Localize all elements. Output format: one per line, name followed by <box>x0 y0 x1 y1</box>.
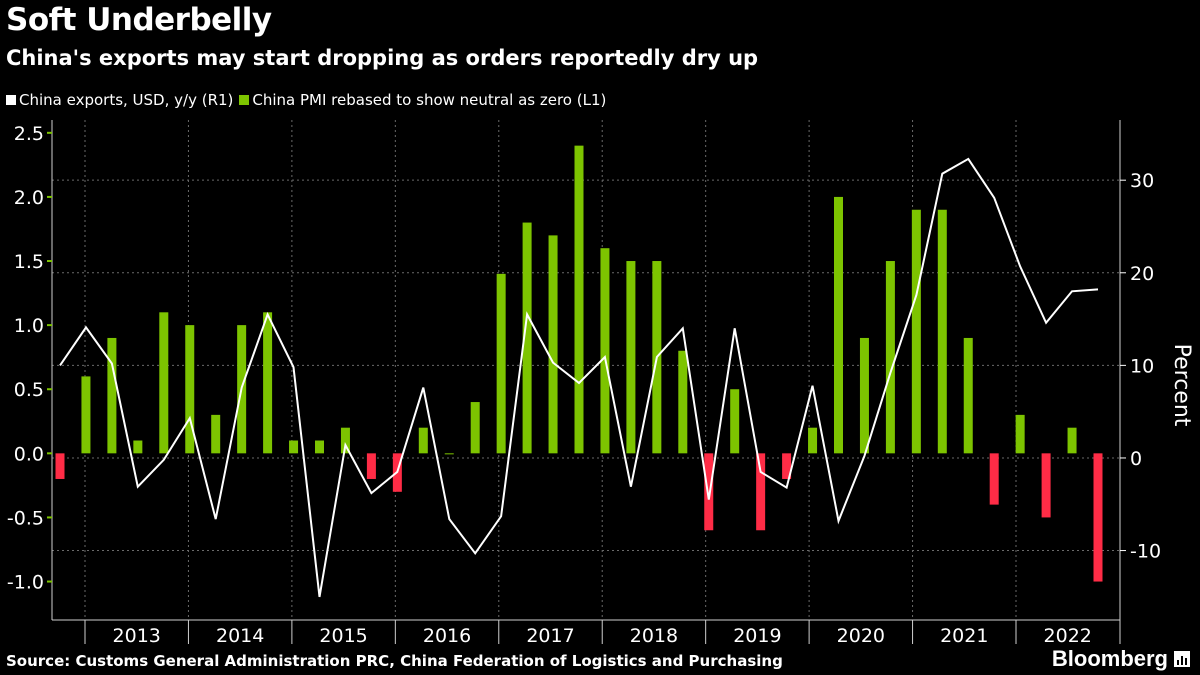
pmi-bar <box>937 209 947 454</box>
pmi-bar <box>470 402 480 454</box>
pmi-bar <box>185 325 195 454</box>
pmi-bar <box>263 312 273 454</box>
right-tick-label: 30 <box>1130 170 1154 192</box>
brand-name: Bloomberg <box>1051 646 1168 671</box>
legend-item-pmi: China PMI rebased to show neutral as zer… <box>239 91 606 109</box>
pmi-bar <box>1093 453 1103 582</box>
pmi-bar <box>989 453 999 505</box>
legend-swatch-pmi <box>239 95 250 105</box>
pmi-bar <box>1015 414 1025 454</box>
pmi-bar <box>444 453 454 455</box>
pmi-bar <box>133 440 143 454</box>
pmi-bar <box>782 453 792 479</box>
pmi-bar <box>963 337 973 454</box>
chart-legend: China exports, USD, y/y (R1) China PMI r… <box>6 91 612 109</box>
left-tick-label: 0.0 <box>14 443 44 465</box>
pmi-bar <box>522 222 532 454</box>
x-year-label: 2020 <box>837 625 885 647</box>
left-tick-label: -0.5 <box>7 507 44 529</box>
pmi-bar <box>159 312 169 454</box>
x-year-label: 2018 <box>630 625 678 647</box>
pmi-bar <box>859 337 869 454</box>
pmi-bar <box>55 453 65 479</box>
right-tick-label: -10 <box>1130 541 1161 563</box>
axes: 2.5 2.0 1.5 1.0 0.5 0.0 -0.5 -1.0 30 20 10 0 -10 2013… <box>7 120 1161 647</box>
x-year-label: 2015 <box>319 625 367 647</box>
left-tick-label: 1.0 <box>14 315 44 337</box>
pmi-bar <box>626 261 636 454</box>
pmi-bar <box>808 427 818 454</box>
x-year-label: 2014 <box>216 625 264 647</box>
pmi-bar <box>107 337 117 454</box>
left-tick-label: -1.0 <box>7 572 44 594</box>
pmi-bar <box>289 440 299 454</box>
right-tick-label: 0 <box>1130 448 1142 470</box>
chart-subtitle: China's exports may start dropping as or… <box>6 46 759 70</box>
pmi-bar <box>911 209 921 454</box>
pmi-bar <box>315 440 324 454</box>
pmi-bar <box>678 350 688 454</box>
pmi-bar <box>756 453 766 531</box>
bar-chart-icon <box>1174 651 1190 667</box>
chart-title: Soft Underbelly <box>6 2 272 38</box>
source-note: Source: Customs General Administration P… <box>6 652 783 670</box>
pmi-bars <box>55 145 1103 582</box>
legend-label-exports: China exports, USD, y/y (R1) <box>19 91 234 109</box>
pmi-bar <box>81 376 91 454</box>
exports-series-line <box>59 157 1099 598</box>
pmi-bar <box>211 414 221 454</box>
x-year-label: 2016 <box>423 625 471 647</box>
pmi-bar <box>496 273 506 454</box>
x-year-label: 2013 <box>113 625 161 647</box>
pmi-bar <box>885 261 895 454</box>
x-year-label: 2019 <box>733 625 781 647</box>
left-tick-label: 0.5 <box>14 379 44 401</box>
pmi-bar <box>548 235 558 454</box>
pmi-bar <box>1067 427 1077 454</box>
right-axis-label: Percent <box>1169 344 1194 427</box>
pmi-bar <box>418 427 428 454</box>
pmi-bar <box>366 453 376 479</box>
x-year-label: 2017 <box>526 625 574 647</box>
x-year-label: 2021 <box>940 625 988 647</box>
pmi-bar <box>574 145 584 454</box>
grid-lines <box>52 120 1120 620</box>
legend-item-exports: China exports, USD, y/y (R1) <box>6 91 233 109</box>
x-year-label: 2022 <box>1044 625 1092 647</box>
left-tick-label: 2.5 <box>14 123 44 145</box>
left-tick-label: 1.5 <box>14 251 44 273</box>
right-tick-label: 20 <box>1130 263 1154 285</box>
legend-label-pmi: China PMI rebased to show neutral as zer… <box>252 91 607 109</box>
left-tick-label: 2.0 <box>14 187 44 209</box>
pmi-bar <box>1041 453 1051 518</box>
pmi-bar <box>600 248 610 454</box>
pmi-bar <box>834 196 843 454</box>
exports-line <box>59 157 1099 598</box>
pmi-bar <box>340 427 350 454</box>
legend-swatch-exports <box>6 95 16 105</box>
brand-logo: Bloomberg <box>1052 646 1190 672</box>
right-tick-label: 10 <box>1130 355 1154 377</box>
pmi-bar <box>704 453 714 531</box>
pmi-bar <box>730 389 740 454</box>
